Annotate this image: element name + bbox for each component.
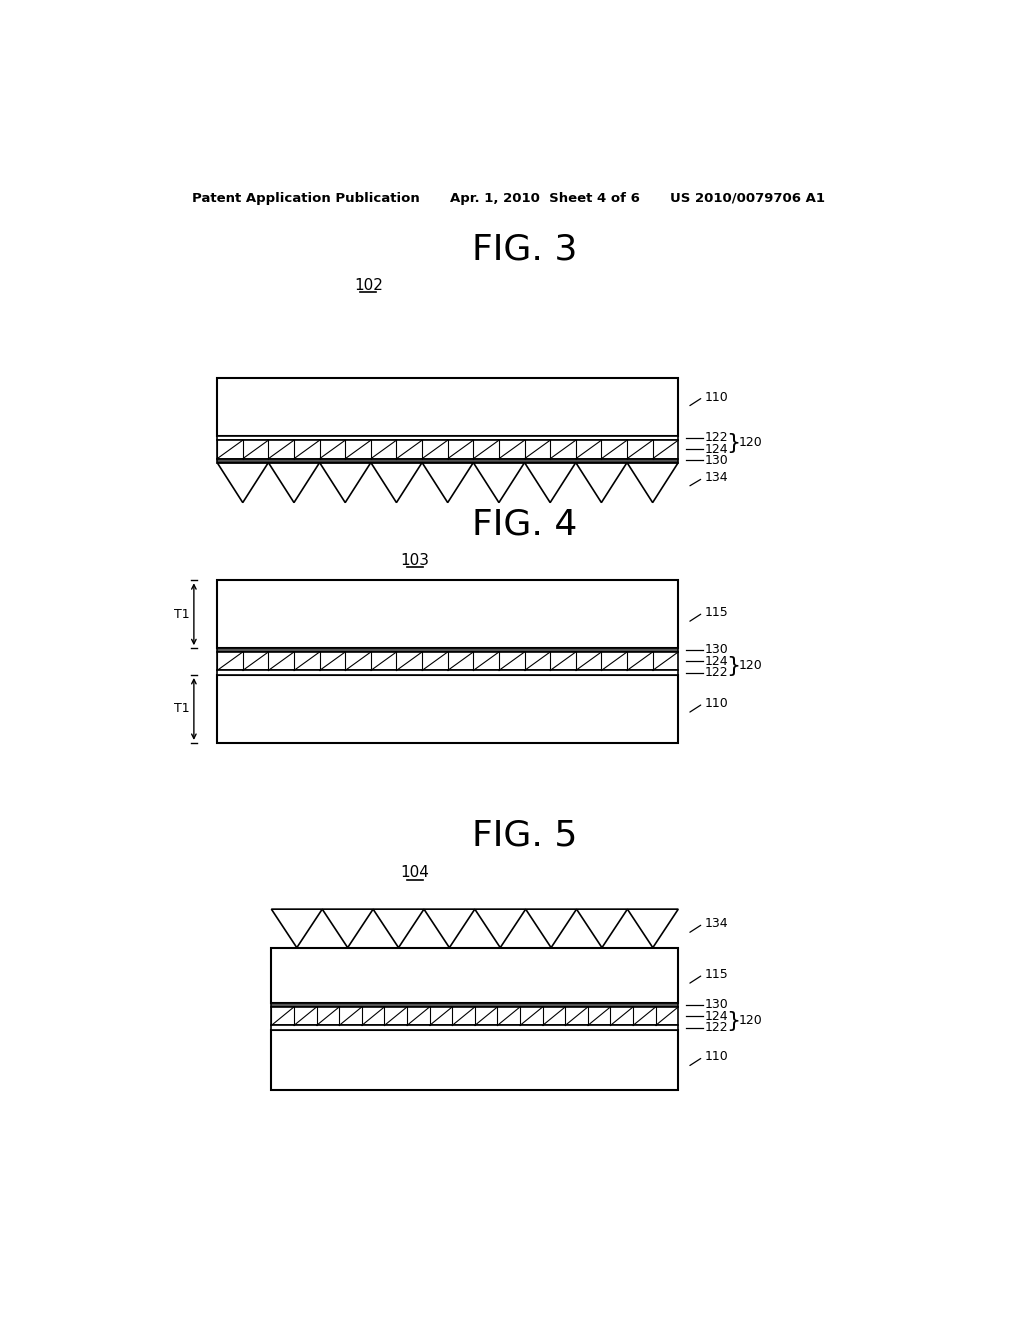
Text: 122: 122 [705, 432, 728, 445]
Text: 115: 115 [705, 968, 728, 981]
Text: 134: 134 [705, 471, 728, 484]
Text: 102: 102 [354, 279, 383, 293]
Text: 130: 130 [705, 454, 728, 467]
Bar [217, 378, 678, 436]
Bar [217, 581, 678, 648]
Bar [217, 675, 678, 743]
Text: FIG. 5: FIG. 5 [472, 818, 578, 853]
Text: 134: 134 [705, 917, 728, 931]
Text: }: } [726, 1011, 740, 1031]
Bar [217, 459, 678, 462]
Text: }: } [726, 656, 740, 676]
Text: 104: 104 [400, 866, 429, 880]
Text: Patent Application Publication: Patent Application Publication [191, 191, 419, 205]
Text: 115: 115 [705, 606, 728, 619]
Text: 130: 130 [705, 643, 728, 656]
Text: 110: 110 [705, 697, 728, 710]
Text: 120: 120 [738, 659, 763, 672]
Text: 120: 120 [738, 1014, 763, 1027]
Text: US 2010/0079706 A1: US 2010/0079706 A1 [671, 191, 825, 205]
Text: FIG. 3: FIG. 3 [472, 232, 578, 267]
Text: 124: 124 [705, 444, 728, 455]
Bar [271, 948, 678, 1003]
Bar [217, 671, 678, 675]
Bar [271, 1030, 678, 1090]
Text: 124: 124 [705, 655, 728, 668]
Bar [217, 648, 678, 652]
Text: Apr. 1, 2010  Sheet 4 of 6: Apr. 1, 2010 Sheet 4 of 6 [450, 191, 640, 205]
Text: 122: 122 [705, 1022, 728, 1035]
Bar [271, 1003, 678, 1007]
Text: 110: 110 [705, 391, 728, 404]
Bar [217, 441, 678, 459]
Text: 124: 124 [705, 1010, 728, 1023]
Text: FIG. 4: FIG. 4 [472, 507, 578, 541]
Text: 130: 130 [705, 998, 728, 1011]
Text: T1: T1 [174, 607, 189, 620]
Bar [217, 436, 678, 441]
Text: 120: 120 [738, 436, 763, 449]
Text: 110: 110 [705, 1051, 728, 1064]
Text: 103: 103 [400, 553, 429, 568]
Bar [271, 1007, 678, 1026]
Bar [217, 652, 678, 671]
Text: T1: T1 [174, 702, 189, 715]
Text: 122: 122 [705, 667, 728, 680]
Text: }: } [726, 433, 740, 453]
Bar [271, 1026, 678, 1030]
